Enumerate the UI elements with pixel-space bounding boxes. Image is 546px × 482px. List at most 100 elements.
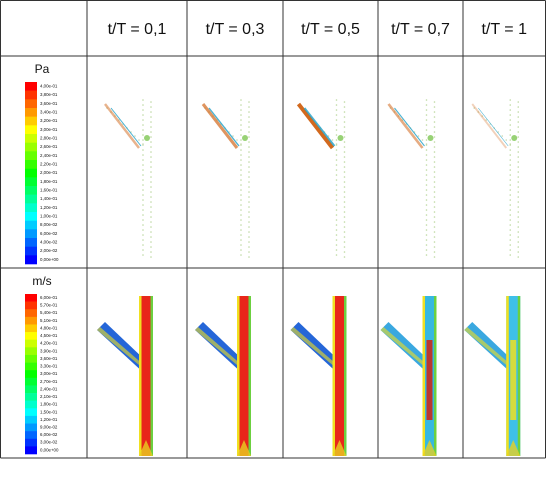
mesh-dot bbox=[150, 246, 152, 248]
column-header: t/T = 0,3 bbox=[206, 21, 265, 38]
mesh-dot bbox=[240, 239, 242, 241]
mesh-dot bbox=[336, 214, 338, 216]
mesh-dot bbox=[142, 114, 144, 116]
mesh-dot bbox=[142, 139, 144, 141]
mesh-dot bbox=[509, 184, 511, 186]
mesh-dot bbox=[248, 206, 250, 208]
mesh-dot bbox=[336, 199, 338, 201]
figure: t/T = 0,1t/T = 0,3t/T = 0,5t/T = 0,7t/T … bbox=[0, 0, 546, 482]
mesh-dot bbox=[426, 224, 428, 226]
mesh-dot bbox=[150, 216, 152, 218]
mesh-dot bbox=[150, 141, 152, 143]
mesh-dot bbox=[142, 174, 144, 176]
colorbar-swatch bbox=[25, 416, 37, 424]
mesh-dot bbox=[426, 229, 428, 231]
mesh-dot bbox=[240, 179, 242, 181]
mesh-dot bbox=[248, 196, 250, 198]
mesh-dot bbox=[434, 231, 436, 233]
mesh-dot bbox=[426, 184, 428, 186]
colorbar-label: 2,60e-01 bbox=[40, 144, 58, 149]
shear-spot bbox=[338, 135, 344, 141]
mesh-dot bbox=[150, 231, 152, 233]
mesh-dot bbox=[142, 229, 144, 231]
mesh-dot bbox=[150, 191, 152, 193]
mesh-dot bbox=[240, 229, 242, 231]
mesh-dot bbox=[240, 209, 242, 211]
mesh-dot bbox=[509, 164, 511, 166]
mesh-dot bbox=[434, 106, 436, 108]
mesh-dot bbox=[434, 136, 436, 138]
colorbar-label: 1,40e-01 bbox=[40, 196, 58, 201]
mesh-dot bbox=[517, 221, 519, 223]
colorbar-label: 3,80e-01 bbox=[40, 92, 58, 97]
mesh-dot bbox=[336, 134, 338, 136]
mesh-dot bbox=[509, 204, 511, 206]
mesh-dot bbox=[517, 171, 519, 173]
colorbar-label: 1,80e-01 bbox=[40, 402, 58, 407]
mesh-dot bbox=[517, 166, 519, 168]
mesh-dot bbox=[509, 104, 511, 106]
mesh-dot bbox=[150, 206, 152, 208]
colorbar-label: 9,00e-02 bbox=[40, 424, 58, 429]
mesh-dot bbox=[426, 214, 428, 216]
mesh-dot bbox=[426, 199, 428, 201]
mesh-dot bbox=[336, 159, 338, 161]
mesh-dot bbox=[336, 99, 338, 101]
colorbar-swatch bbox=[25, 294, 37, 302]
mesh-dot bbox=[344, 256, 346, 258]
mesh-dot bbox=[434, 206, 436, 208]
mesh-dot bbox=[240, 169, 242, 171]
mesh-dot bbox=[509, 143, 511, 145]
colorbar-swatch bbox=[25, 370, 37, 378]
colorbar-swatch bbox=[25, 82, 37, 91]
mesh-dot bbox=[336, 139, 338, 141]
colorbar-swatch bbox=[25, 340, 37, 348]
mesh-dot bbox=[344, 136, 346, 138]
mesh-dot bbox=[344, 191, 346, 193]
mesh-dot bbox=[248, 111, 250, 113]
mesh-dot bbox=[142, 143, 144, 145]
mesh-dot bbox=[509, 189, 511, 191]
mesh-dot bbox=[240, 224, 242, 226]
mesh-dot bbox=[142, 249, 144, 251]
mesh-dot bbox=[509, 129, 511, 131]
mesh-dot bbox=[142, 129, 144, 131]
colorbar-swatch bbox=[25, 255, 37, 264]
mesh-dot bbox=[517, 151, 519, 153]
mesh-dot bbox=[240, 219, 242, 221]
colorbar-label: 4,80e-01 bbox=[40, 325, 58, 330]
mesh-dot bbox=[248, 186, 250, 188]
mesh-dot bbox=[240, 154, 242, 156]
mesh-dot bbox=[142, 189, 144, 191]
mesh-dot bbox=[344, 156, 346, 158]
mesh-dot bbox=[517, 131, 519, 133]
mesh-dot bbox=[248, 226, 250, 228]
mesh-dot bbox=[240, 134, 242, 136]
mesh-dot bbox=[248, 221, 250, 223]
mesh-dot bbox=[434, 256, 436, 258]
mesh-dot bbox=[336, 219, 338, 221]
mesh-dot bbox=[344, 186, 346, 188]
colorbar-swatch bbox=[25, 203, 37, 212]
mesh-dot bbox=[426, 114, 428, 116]
colorbar-label: 3,40e-01 bbox=[40, 109, 58, 114]
mesh-dot bbox=[248, 161, 250, 163]
mesh-dot bbox=[509, 124, 511, 126]
colorbar-label: 5,10e-01 bbox=[40, 318, 58, 323]
colorbar-swatch bbox=[25, 125, 37, 134]
mesh-dot bbox=[509, 214, 511, 216]
mesh-dot bbox=[142, 234, 144, 236]
mesh-dot bbox=[142, 124, 144, 126]
mesh-dot bbox=[344, 161, 346, 163]
mesh-dot bbox=[434, 166, 436, 168]
mesh-dot bbox=[142, 184, 144, 186]
mesh-dot bbox=[426, 104, 428, 106]
mesh-dot bbox=[248, 241, 250, 243]
mesh-dot bbox=[336, 109, 338, 111]
colorbar-label: 6,00e-01 bbox=[40, 295, 58, 300]
mesh-dot bbox=[336, 209, 338, 211]
mesh-dot bbox=[509, 134, 511, 136]
mesh-dot bbox=[509, 149, 511, 151]
colorbar-label: 5,70e-01 bbox=[40, 303, 58, 308]
colorbar-label: 3,60e-01 bbox=[40, 101, 58, 106]
